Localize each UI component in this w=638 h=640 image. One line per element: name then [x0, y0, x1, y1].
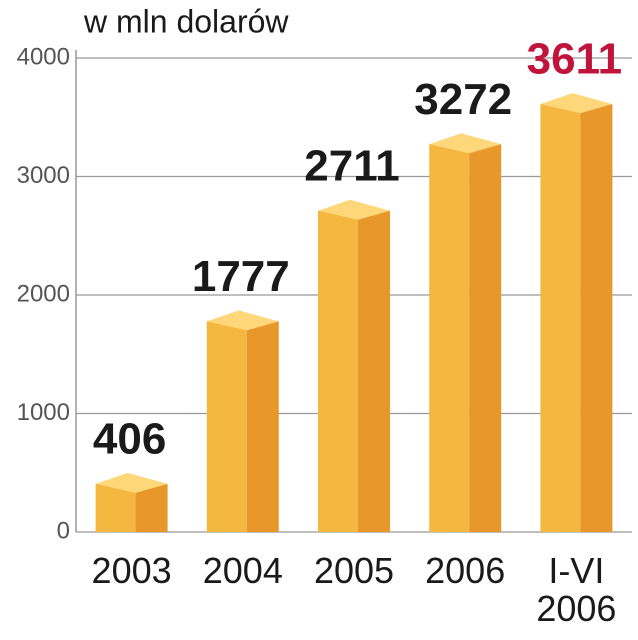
- x-tick-label: 2004: [202, 550, 283, 591]
- bar: [429, 133, 502, 532]
- bar: [206, 310, 279, 532]
- chart-title: w mln dolarów: [83, 3, 289, 39]
- bar: [540, 93, 613, 532]
- bar: [95, 472, 168, 532]
- bar-front: [540, 104, 581, 532]
- x-tick-label: 2003: [91, 550, 172, 591]
- y-tick-label: 3000: [17, 162, 70, 189]
- y-tick-label: 2000: [17, 280, 70, 307]
- y-tick-label: 1000: [17, 399, 70, 426]
- bar-top: [429, 133, 502, 154]
- bar-side: [469, 144, 502, 532]
- bar-front: [318, 210, 358, 532]
- bar-front: [206, 321, 247, 532]
- bar-top: [95, 472, 168, 493]
- bar-top: [206, 310, 279, 331]
- value-label: 3611: [527, 35, 622, 84]
- bar-top: [318, 199, 390, 220]
- x-tick-label: I-VI 2006: [536, 550, 617, 629]
- y-tick-label: 0: [57, 517, 70, 544]
- bar-side: [358, 210, 390, 532]
- bar-front: [95, 483, 136, 532]
- value-label: 2711: [304, 141, 399, 190]
- bar-side: [135, 483, 168, 532]
- value-label: 1777: [192, 252, 290, 301]
- bar-side: [246, 321, 279, 532]
- bar: [318, 199, 390, 532]
- x-tick-label: 2005: [313, 550, 395, 591]
- bar-front: [429, 144, 470, 532]
- bar-side: [580, 104, 613, 532]
- bar-top: [540, 93, 613, 114]
- value-label: 3272: [414, 75, 512, 124]
- x-tick-label: 2006: [425, 550, 506, 591]
- y-tick-label: 4000: [17, 43, 70, 70]
- value-label: 406: [93, 415, 166, 464]
